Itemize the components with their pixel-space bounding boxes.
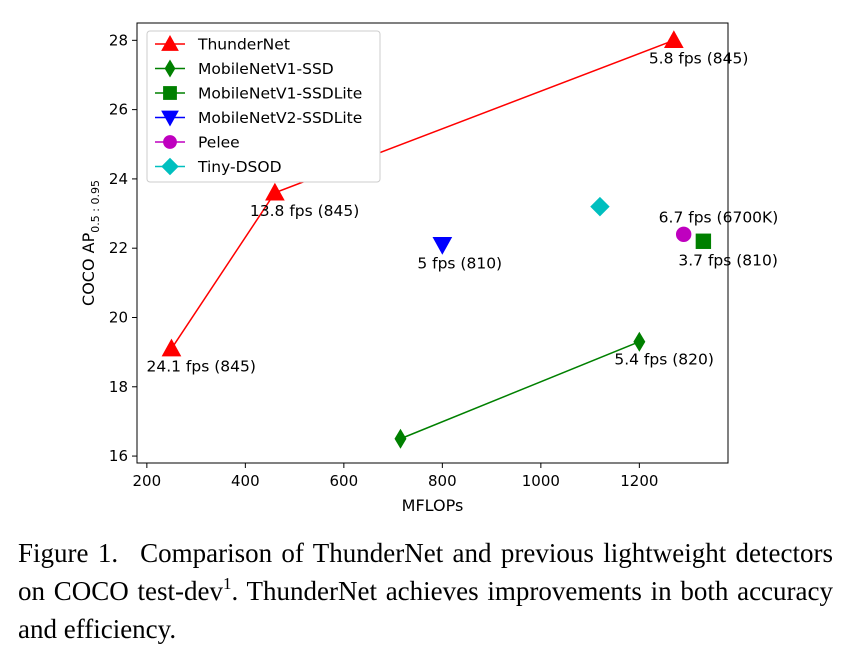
legend-marker [161,157,179,176]
legend-label: MobileNetV1-SSD [198,60,334,78]
x-tick-label: 800 [428,472,457,490]
y-tick-label: 28 [109,31,128,49]
series-markers [161,30,712,449]
data-point-label: 6.7 fps (6700K) [659,208,779,226]
x-tick-label: 600 [330,472,359,490]
figure-caption: Figure 1. Comparison of ThunderNet and pr… [18,534,833,648]
y-tick-label: 20 [109,308,128,326]
data-point-marker [695,233,712,249]
data-point-label: 24.1 fps (845) [146,358,255,376]
y-axis-label-main: COCO AP [79,232,98,306]
legend-marker [163,135,177,149]
data-point-marker [663,30,684,49]
data-point-label: 13.8 fps (845) [250,202,359,220]
x-tick-label: 1000 [522,472,560,490]
data-point-marker [432,237,453,255]
caption-text-end: . ThunderNet achieves improvements in bo… [18,576,834,644]
legend-marker [161,110,179,127]
legend-label: MobileNetV1-SSDLite [198,85,362,103]
point-annotations: 24.1 fps (845) 13.8 fps (845) 5.8 fps (845… [146,49,778,375]
legend-items: ThunderNet MobileNetV1-SSD MobileNetV1-SSD… [155,34,362,176]
ticks-layer: 200 400 600 800 1000 1200 16 18 20 22 24 26 28 [109,31,659,490]
chart-figure: 200 400 600 800 1000 1200 16 18 20 22 24 26 28 24.1 … [79,22,778,515]
data-point-label: 5 fps (810) [417,255,502,273]
data-point-marker [633,331,646,352]
data-point-marker [265,182,285,201]
caption-text: Comparison of ThunderNet and previous li… [18,538,833,606]
caption-superscript: 1 [222,574,232,593]
x-axis-label: MFLOPs [402,496,464,515]
y-axis-label: COCO AP0.5 : 0.95 [79,180,102,306]
y-axis-label-sub: 0.5 : 0.95 [89,180,102,233]
legend-label: MobileNetV2-SSDLite [198,109,362,127]
y-tick-label: 18 [109,378,128,396]
plot-frame [136,22,729,464]
y-tick-label: 24 [109,170,128,188]
series-line [400,341,640,440]
caption-figure-label: Figure 1. [18,538,119,568]
legend-label: Tiny-DSOD [197,158,282,176]
x-tick-label: 200 [133,472,162,490]
legend-marker [163,86,177,100]
chart-svg: 200 400 600 800 1000 1200 16 18 20 22 24 26 28 24.1 … [79,22,778,515]
x-tick-label: 1200 [620,472,658,490]
data-point-marker [675,226,692,243]
y-tick-label: 26 [109,101,128,119]
x-tick-label: 400 [231,472,260,490]
y-tick-label: 16 [109,447,128,465]
legend-marker [164,59,176,78]
legend: ThunderNet MobileNetV1-SSD MobileNetV1-SSD… [146,30,381,183]
data-point-label: 5.4 fps (820) [614,351,714,369]
legend-label: Pelee [198,134,240,152]
legend-box [146,30,381,183]
y-tick-label: 22 [109,239,128,257]
data-point-marker [161,338,182,357]
legend-label: ThunderNet [197,36,290,54]
data-point-marker [590,196,610,217]
data-point-label: 5.8 fps (845) [649,49,749,67]
data-point-marker [394,428,407,449]
legend-marker [161,34,179,51]
